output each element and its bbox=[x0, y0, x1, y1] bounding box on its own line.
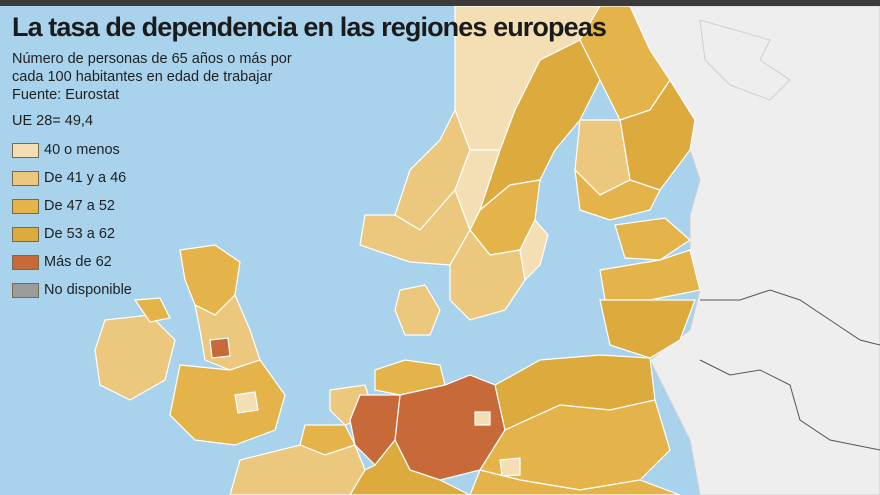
subtitle-line: Número de personas de 65 años o más por bbox=[12, 51, 292, 67]
region-sweden-south bbox=[449, 228, 526, 321]
legend-swatch bbox=[12, 226, 39, 242]
legend-label: De 41 y a 46 bbox=[44, 170, 127, 186]
legend-swatch bbox=[12, 282, 39, 298]
legend-label: 40 o menos bbox=[44, 142, 120, 158]
legend-label: De 47 a 52 bbox=[44, 198, 115, 214]
region-germany-berlin bbox=[474, 411, 491, 426]
legend: 40 o menos De 41 y a 46 De 47 a 52 De 53… bbox=[12, 136, 132, 304]
legend-swatch bbox=[12, 198, 39, 214]
top-rule bbox=[0, 0, 880, 6]
legend-swatch bbox=[12, 254, 39, 270]
region-england-east bbox=[209, 337, 231, 359]
region-denmark bbox=[394, 284, 441, 336]
region-england-london bbox=[234, 391, 259, 414]
legend-swatch bbox=[12, 170, 39, 186]
region-poland-southwest bbox=[499, 457, 521, 477]
legend-item: 40 o menos bbox=[12, 136, 132, 164]
region-northern-ireland bbox=[133, 297, 171, 323]
subtitle: Número de personas de 65 años o más por … bbox=[12, 50, 292, 104]
region-lithuania bbox=[599, 299, 696, 359]
subtitle-line: cada 100 habitantes en edad de trabajar bbox=[12, 69, 273, 85]
legend-item: De 53 a 62 bbox=[12, 220, 132, 248]
region-germany-south bbox=[349, 438, 471, 495]
legend-item: De 41 y a 46 bbox=[12, 164, 132, 192]
region-england-south bbox=[169, 359, 286, 446]
legend-label: Más de 62 bbox=[44, 254, 112, 270]
legend-item: Más de 62 bbox=[12, 248, 132, 276]
region-estonia bbox=[614, 217, 691, 261]
source-line: Fuente: Eurostat bbox=[12, 87, 120, 103]
border-line-east bbox=[700, 289, 880, 346]
legend-item: No disponible bbox=[12, 276, 132, 304]
region-sweden-stockholm bbox=[519, 218, 549, 282]
legend-swatch bbox=[12, 142, 39, 158]
border-line-south bbox=[699, 359, 880, 451]
region-finland-south bbox=[574, 168, 661, 221]
europe-map bbox=[0, 6, 880, 495]
eu-average: UE 28= 49,4 bbox=[12, 113, 94, 129]
region-france-north bbox=[229, 444, 366, 495]
region-czech-slovakia bbox=[469, 469, 681, 495]
legend-label: De 53 a 62 bbox=[44, 226, 115, 242]
page-title: La tasa de dependencia en las regiones e… bbox=[12, 12, 607, 42]
non-eu-land-north bbox=[699, 19, 791, 101]
legend-item: De 47 a 52 bbox=[12, 192, 132, 220]
legend-label: No disponible bbox=[44, 282, 132, 298]
